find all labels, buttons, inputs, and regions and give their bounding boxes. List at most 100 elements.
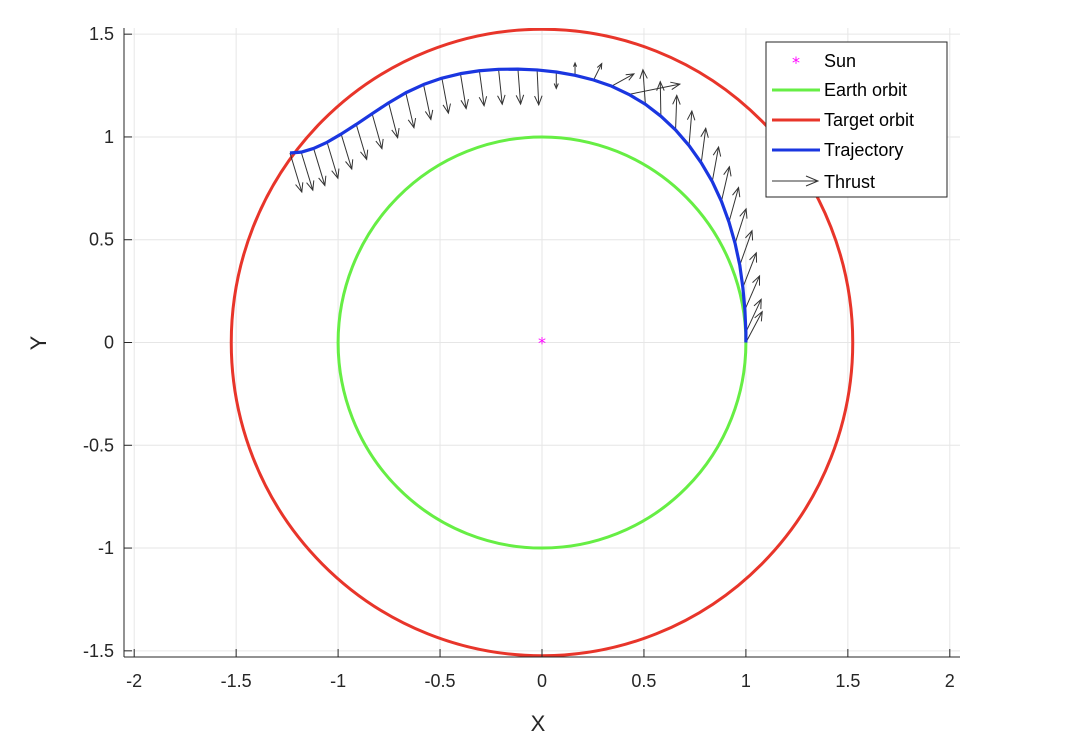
thrust-arrow (313, 148, 327, 187)
thrust-arrow-head (596, 62, 603, 70)
thrust-arrow-shaft (536, 69, 540, 105)
thrust-arrow-head (442, 103, 451, 115)
thrust-arrow-head (345, 159, 354, 171)
thrust-arrow-head (700, 127, 709, 138)
legend-earth-label: Earth orbit (824, 80, 907, 100)
thrust-arrow-head (553, 83, 559, 90)
thrust-arrows (289, 61, 763, 343)
thrust-arrow (686, 109, 696, 146)
thrust-arrow-shaft (742, 252, 757, 288)
thrust-arrow-head (295, 182, 304, 194)
thrust-arrow (553, 71, 559, 90)
thrust-arrow (423, 84, 434, 121)
thrust-arrow-head (752, 274, 761, 286)
y-tick-label: -1.5 (83, 641, 114, 661)
thrust-arrow (728, 186, 741, 223)
thrust-arrow-head (360, 149, 369, 161)
thrust-arrow-shaft (423, 84, 432, 120)
thrust-arrow-shaft (326, 142, 339, 179)
thrust-arrow-head (497, 94, 506, 106)
thrust-arrow (745, 298, 762, 333)
thrust-arrow-shaft (459, 73, 467, 109)
x-tick-label: 1.5 (835, 671, 860, 691)
thrust-arrow (371, 113, 384, 150)
thrust-arrow-head (723, 165, 732, 177)
thrust-arrow-head (460, 98, 469, 110)
thrust-arrow-head (732, 186, 741, 198)
thrust-arrow (611, 73, 636, 87)
thrust-arrow-head (749, 251, 758, 263)
y-tick-label: 0 (104, 333, 114, 353)
y-tick-label: 1.5 (89, 24, 114, 44)
tick-labels: -2 -1.5 -1 -0.5 0 0.5 1 1.5 2 -1.5 -1 -0.5 0 0.5 1 1.5 (83, 24, 955, 691)
thrust-arrow-head (670, 81, 682, 91)
thrust-arrow-shaft (744, 275, 761, 311)
thrust-arrow-head (391, 128, 400, 140)
thrust-arrow (388, 102, 400, 140)
y-tick-label: -1 (98, 538, 114, 558)
thrust-arrow-shaft (675, 95, 678, 130)
thrust-arrow-head (478, 96, 488, 107)
thrust-arrow (355, 124, 369, 161)
sun-marker-group: * (538, 334, 546, 353)
thrust-arrow-head (753, 298, 762, 310)
thrust-arrow-head (712, 145, 722, 157)
thrust-arrow (593, 62, 603, 81)
thrust-arrow-shaft (711, 146, 720, 182)
thrust-arrow-shaft (517, 69, 522, 105)
thrust-arrow-shaft (405, 92, 415, 128)
thrust-arrow (734, 207, 748, 244)
thrust-arrow-head (424, 109, 434, 121)
x-tick-label: 2 (945, 671, 955, 691)
x-tick-label: -1 (330, 671, 346, 691)
thrust-arrow (459, 73, 469, 110)
x-tick-label: 1 (741, 671, 751, 691)
thrust-arrow-shaft (340, 133, 353, 170)
thrust-arrow (405, 92, 417, 129)
thrust-arrow-head (625, 73, 636, 81)
thrust-arrow-head (754, 310, 763, 322)
thrust-arrow-head (639, 68, 648, 80)
y-tick-label: -0.5 (83, 435, 114, 455)
y-axis-label: Y (26, 335, 51, 350)
thrust-arrow-shaft (611, 73, 635, 87)
thrust-arrow-shaft (355, 124, 368, 160)
thrust-arrow-shaft (478, 70, 485, 106)
x-tick-label: 0.5 (631, 671, 656, 691)
y-tick-label: 0.5 (89, 230, 114, 250)
legend-trajectory-label: Trajectory (824, 140, 903, 160)
thrust-arrow (300, 152, 315, 192)
thrust-arrow-head (686, 109, 696, 121)
trajectory-line (289, 67, 748, 343)
thrust-arrow-head (331, 168, 340, 180)
thrust-arrow-shaft (628, 83, 680, 95)
thrust-arrow-shaft (700, 128, 707, 163)
thrust-arrow (515, 69, 525, 106)
x-tick-label: -1.5 (221, 671, 252, 691)
thrust-arrow-shaft (642, 69, 646, 105)
thrust-arrow-shaft (734, 208, 747, 244)
thrust-arrow-shaft (593, 63, 603, 81)
thrust-arrow-shaft (745, 311, 763, 343)
x-axis-label: X (531, 711, 546, 736)
axes (123, 28, 960, 658)
thrust-arrow-shaft (388, 102, 399, 138)
thrust-arrow-head (672, 94, 681, 105)
legend-target-label: Target orbit (824, 110, 914, 130)
thrust-arrow-head (745, 229, 754, 241)
thrust-arrow (573, 61, 578, 76)
thrust-arrow (700, 127, 709, 163)
thrust-arrow-head (306, 180, 315, 192)
thrust-arrow (340, 133, 354, 171)
thrust-arrow-shaft (688, 111, 693, 146)
y-tick-label: 1 (104, 127, 114, 147)
thrust-arrow-head (534, 95, 543, 107)
thrust-arrow-shaft (498, 69, 503, 105)
thrust-arrow (289, 152, 304, 194)
x-tick-label: -2 (126, 671, 142, 691)
thrust-arrow (745, 310, 763, 343)
legend-sun-label: Sun (824, 51, 856, 71)
thrust-arrow-head (407, 117, 417, 129)
thrust-arrow-shaft (745, 299, 762, 333)
